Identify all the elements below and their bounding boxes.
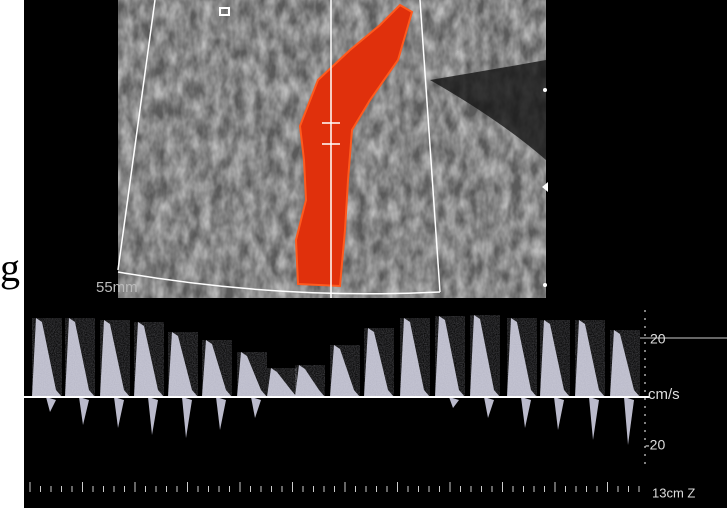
scale-unit: cm/s <box>648 386 680 403</box>
side-label: g <box>0 245 20 290</box>
scale-bottom: -20 <box>645 437 665 453</box>
depth-label: 55mm <box>96 279 138 296</box>
ultrasound-screen: g 55mm 20 cm/s -20 13cm Z <box>0 0 727 508</box>
probe-label: 13cm Z <box>652 485 695 500</box>
scale-top: 20 <box>650 331 666 347</box>
